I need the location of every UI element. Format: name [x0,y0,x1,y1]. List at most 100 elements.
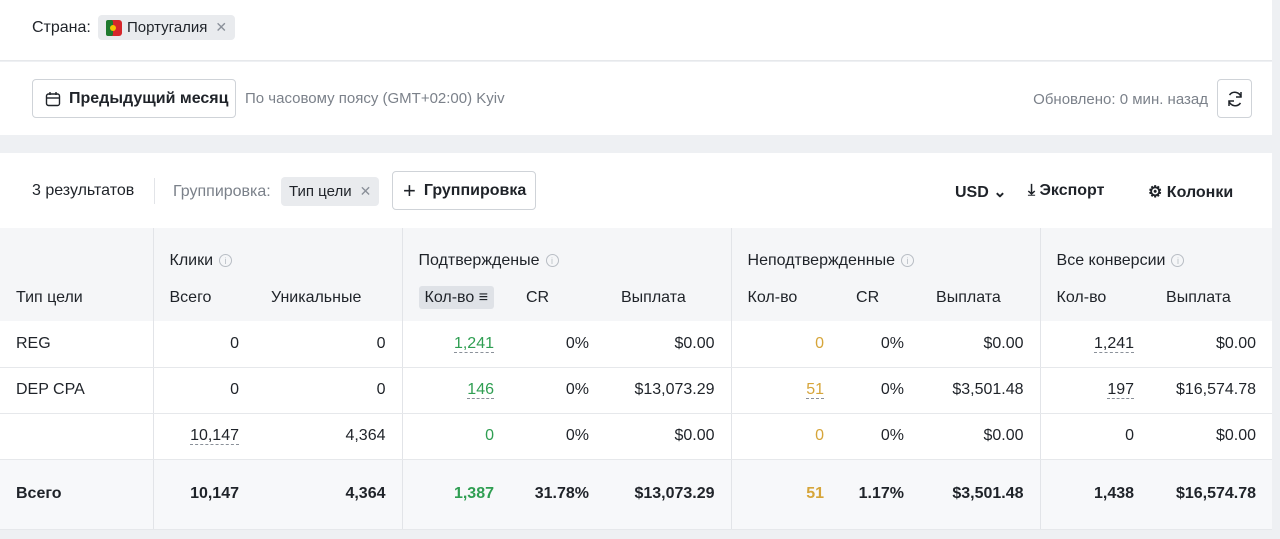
data-table: Клики i Подтвержденые i Неподтвержденные i Все… [0,228,1273,530]
country-chip[interactable]: Португалия ✕ [98,15,236,40]
cell: 146 [401,367,510,414]
cell-value: 0% [880,334,905,352]
group-header: Неподтвержденные i [730,228,1041,274]
column-header: Всего [152,274,255,321]
cell-value: 10,147 [190,485,239,502]
cell: 0% [510,413,605,460]
column-name: CR [526,288,550,306]
cell-value: REG [16,334,51,352]
table-row: DEP CPA 0 0 146 0% $13,073.29 51 0% $3,501.48 197… [0,367,1273,414]
cell-value: 1,241 [1093,334,1135,353]
cell: 0 [152,367,255,414]
cell-value: 0% [880,427,905,444]
cell: 1,241 [1039,321,1151,368]
export-text: Экспорт [1039,182,1105,199]
cell: 0 [1039,413,1151,460]
columns-text: Колонки [1166,184,1234,201]
group-name: Подтвержденые [418,252,540,269]
cell-value: 0 [485,427,494,444]
cell-value: $13,073.29 [634,381,715,398]
cell-value: $3,501.48 [952,381,1024,398]
info-icon: i [1171,254,1185,268]
table-row: Всего 10,147 4,364 1,387 31.78% $13,073.29 51 1… [0,459,1273,530]
updated: Обновлено: 0 мин. назад [1033,91,1208,108]
cell: 4,364 [255,413,402,460]
calendar-icon [45,91,61,106]
cell: 0 [730,413,841,460]
currency[interactable]: USD ⌄ [955,184,1007,201]
column-name: Кол-во [1056,288,1107,306]
columns[interactable]: ⚙ Колонки [1148,184,1234,201]
cell-value: $0.00 [674,334,715,352]
cell-value: DEP CPA [16,381,85,398]
header-cell [0,228,153,274]
cell-value: 1,438 [1093,485,1135,502]
column-name: CR [856,288,880,306]
group-name: Все конверсии [1056,252,1166,269]
cell-value: 1,241 [453,334,494,353]
grouping-chip-text: Тип цели [289,183,352,200]
cell-value: 0 [376,334,386,352]
cell-value: $0.00 [983,427,1024,444]
cell-value: 0 [815,427,825,444]
cell: 51 [730,367,841,414]
cell-value: 0 [815,334,825,352]
cell: 1,387 [401,459,510,530]
cell-value: 0 [1125,427,1135,444]
cell: $3,501.48 [920,367,1041,414]
cell-value: $0.00 [674,427,715,444]
cell: $0.00 [605,413,732,460]
cell-value: $0.00 [983,334,1024,352]
grouping-chip[interactable]: Тип цели ✕ [281,177,380,206]
column-header: Кол-во [730,274,841,321]
group-header: Подтвержденые i [401,228,732,274]
cell-value: $0.00 [1216,427,1257,444]
column-name: Уникальные [271,288,362,306]
cell-value: 0% [565,427,589,444]
column-header: Выплата [605,274,731,321]
cell: DEP CPA [0,367,153,414]
add-grouping: Группировка [423,181,527,199]
cell-value: $16,574.78 [1175,381,1257,398]
column-name[interactable]: Кол-во ≡ [418,285,495,309]
group-name: Неподтвержденные [747,252,895,269]
group-header-row: Клики i Подтвержденые i Неподтвержденные i Все… [0,228,1273,274]
cell-value: 4,364 [345,427,386,444]
cell-value: 51 [806,381,825,399]
cell-value: 0% [565,334,589,352]
flag [106,19,122,36]
group-name: Клики [169,252,214,269]
cell-value: 4,364 [345,485,386,502]
cell-value: 1,387 [453,485,494,502]
cell-value: 0 [376,381,386,398]
table-row: REG 0 0 1,241 0% $0.00 0 0% $0.00 1,241 $0.00 [0,321,1273,368]
group-header: Клики i [152,228,402,274]
cell-value: 146 [467,381,494,399]
cell: $0.00 [1150,321,1273,368]
cell-value: 197 [1107,381,1135,399]
info-icon: i [545,254,559,268]
cell-value: 1.17% [858,485,905,502]
cell: 1.17% [840,459,921,530]
period: Предыдущий месяц [69,89,229,107]
cell: $0.00 [920,321,1041,368]
cell-value: 51 [806,485,825,502]
column-header: Кол-во ≡ [401,274,510,321]
refresh-button[interactable] [1217,79,1252,118]
cell: 10,147 [152,413,255,460]
column-header: CR [510,274,605,321]
cell [0,413,153,460]
cell-value: $13,073.29 [634,485,715,502]
column-header-row: Тип цели Всего Уникальные Кол-во ≡ CR Выплата… [0,274,1273,321]
export[interactable]: ⤓ Экспорт [1028,182,1105,199]
cell: 1,241 [401,321,510,368]
cell: 0% [840,321,921,368]
cell: 0 [255,367,402,414]
add-grouping-button[interactable]: + Группировка [392,171,536,210]
period-button[interactable]: Предыдущий месяц [32,79,236,118]
cell-value: 0% [880,381,905,398]
cell: 0% [840,413,921,460]
cell: 197 [1039,367,1151,414]
column-header: Выплата [920,274,1040,321]
